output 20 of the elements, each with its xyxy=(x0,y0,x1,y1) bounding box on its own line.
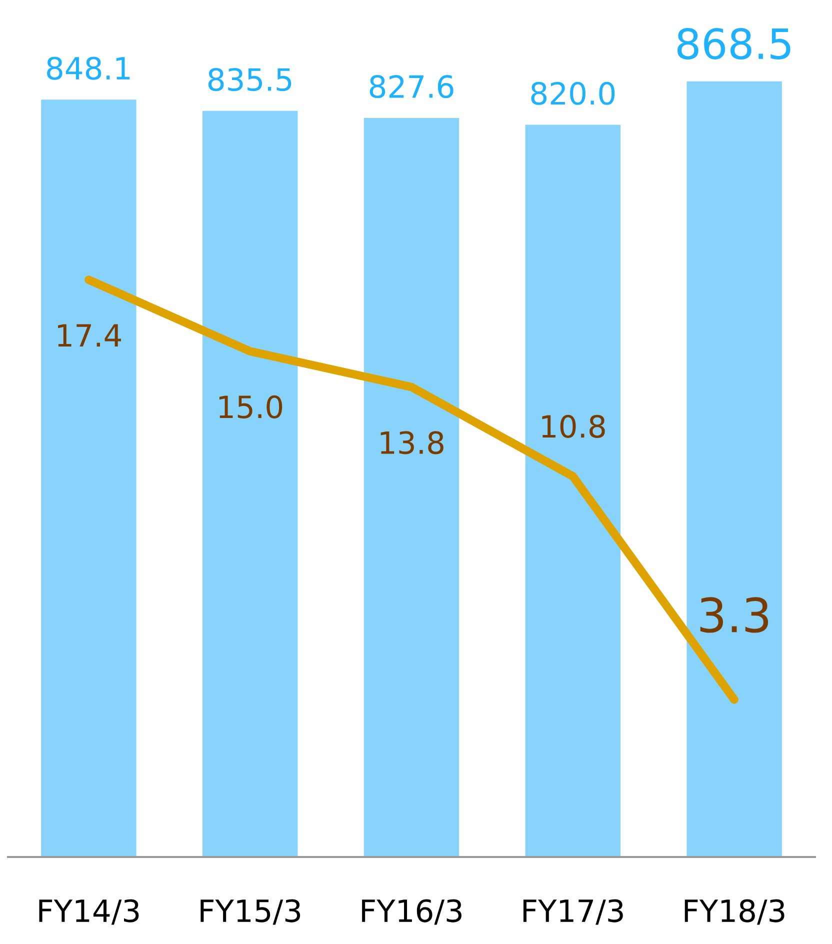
x-tick-label: FY14/3 xyxy=(39,899,139,925)
x-tick-label: FY18/3 xyxy=(684,899,784,925)
data-label: 10.8 xyxy=(542,414,605,438)
data-label: 820.0 xyxy=(531,82,615,105)
x-tick-label: FY17/3 xyxy=(523,899,623,925)
data-label: 17.4 xyxy=(58,324,122,347)
data-label: 848.1 xyxy=(47,56,130,80)
bar xyxy=(41,100,136,857)
x-tick-label: FY16/3 xyxy=(362,899,462,925)
data-label: 827.6 xyxy=(370,75,454,98)
data-label: 3.3 xyxy=(700,597,768,633)
bar xyxy=(202,110,298,857)
bar xyxy=(364,118,460,857)
data-label: 13.8 xyxy=(380,431,444,454)
data-label: 835.5 xyxy=(208,68,292,92)
data-label: 15.0 xyxy=(219,395,282,418)
bar xyxy=(686,81,782,857)
bar xyxy=(525,124,621,857)
x-tick-label: FY15/3 xyxy=(200,899,300,925)
data-label: 868.5 xyxy=(677,28,790,60)
